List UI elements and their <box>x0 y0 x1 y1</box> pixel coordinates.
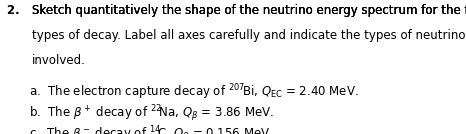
Text: Sketch quantitatively the shape of the neutrino energy spectrum for the followin: Sketch quantitatively the shape of the n… <box>32 4 466 17</box>
Text: Sketch quantitatively the shape of the neutrino energy spectrum for the followin: Sketch quantitatively the shape of the n… <box>32 4 466 17</box>
Text: involved.: involved. <box>32 54 86 67</box>
Text: b.  The $\beta^+$ decay of $^{22}\!$Na, $Q_{\beta}$ = 3.86 MeV.: b. The $\beta^+$ decay of $^{22}\!$Na, $… <box>29 103 274 124</box>
Text: c.  The $\beta^-$ decay of $^{14}\!$C, $Q_{\beta}$ = 0.156 MeV.: c. The $\beta^-$ decay of $^{14}\!$C, $Q… <box>29 124 273 134</box>
Text: types of decay. Label all axes carefully and indicate the types of neutrinos: types of decay. Label all axes carefully… <box>32 29 466 42</box>
Text: a.  The electron capture decay of $^{207}\!$Bi, $Q_\mathrm{EC}$ = 2.40 MeV.: a. The electron capture decay of $^{207}… <box>29 82 359 102</box>
Text: $\mathbf{2.}$: $\mathbf{2.}$ <box>6 4 19 17</box>
Text: Sketch quantitatively the shape of the neutrino energy spectrum for the followin: Sketch quantitatively the shape of the n… <box>32 4 466 17</box>
